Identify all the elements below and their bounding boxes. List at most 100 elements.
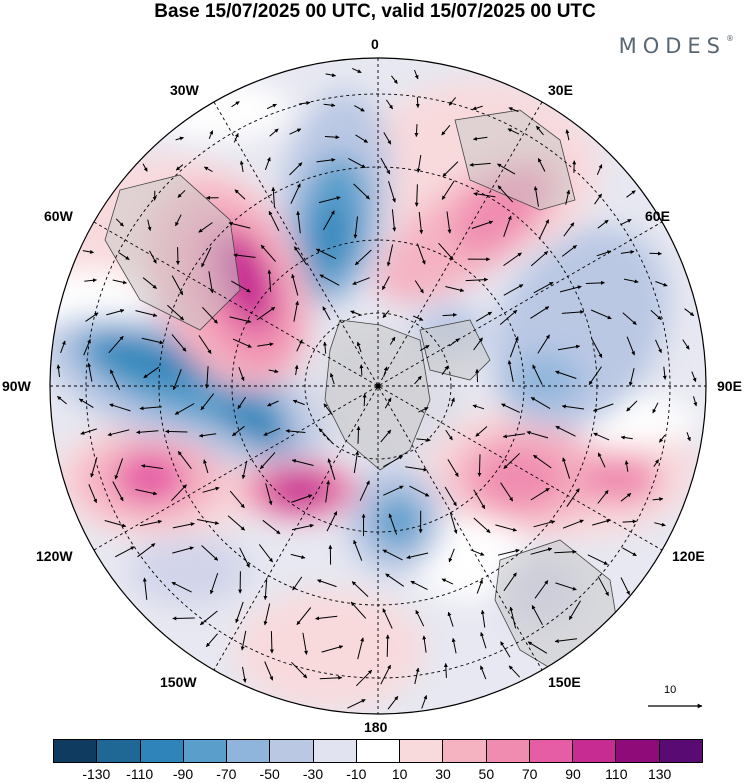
wind-vector	[268, 369, 279, 374]
wind-vector	[142, 163, 148, 172]
lon-label-120e: 120E	[672, 548, 705, 564]
wind-vector	[294, 364, 299, 376]
wind-vector	[559, 285, 582, 293]
wind-vector	[590, 309, 612, 320]
wind-vector	[588, 366, 602, 386]
wind-vector	[471, 220, 494, 229]
wind-vector	[267, 400, 279, 407]
wind-vector	[172, 369, 182, 391]
wind-vector	[202, 306, 218, 324]
wind-vector	[410, 580, 428, 591]
wind-vector	[684, 308, 695, 317]
wind-vector	[530, 251, 549, 267]
colorbar-tick-label: 70	[521, 766, 538, 782]
colorbar-tick-label: -30	[302, 766, 324, 782]
wind-vector	[499, 309, 518, 325]
wind-vector	[531, 605, 543, 626]
wind-vector	[293, 300, 300, 322]
wind-vector	[257, 342, 274, 347]
wind-vector	[624, 460, 629, 472]
wind-vector	[266, 103, 277, 110]
wind-vector	[82, 249, 94, 254]
wind-vector	[385, 634, 390, 657]
wind-vector	[563, 222, 575, 237]
wind-vector	[290, 553, 306, 559]
wind-vector	[554, 549, 577, 554]
wind-vector	[325, 480, 331, 503]
wind-vector	[622, 519, 637, 524]
wind-vector	[198, 335, 212, 354]
wind-vector	[264, 157, 271, 170]
wind-vector	[323, 103, 336, 108]
wind-vector	[143, 366, 160, 379]
colorbar-tick-label: 50	[478, 766, 495, 782]
wind-vector	[355, 669, 373, 687]
wind-vector	[327, 458, 336, 480]
wind-vector	[263, 427, 281, 436]
wind-vector	[473, 191, 496, 198]
wind-vector	[509, 606, 517, 629]
wind-vector	[56, 364, 61, 378]
wind-vector	[620, 250, 635, 254]
wind-vector	[85, 312, 99, 322]
colorbar-tick-label: 90	[565, 766, 581, 782]
wind-vector	[593, 432, 610, 441]
wind-vector	[350, 601, 367, 619]
wind-vector	[351, 581, 369, 597]
wind-vector	[84, 278, 97, 283]
wind-vector	[262, 519, 281, 535]
wind-vector	[565, 129, 570, 141]
wind-vector	[508, 665, 521, 678]
wind-vector	[291, 273, 299, 296]
wind-vector	[110, 369, 121, 391]
wind-vector	[626, 336, 635, 356]
wind-vector	[139, 519, 162, 527]
colorbar-bin	[400, 740, 444, 762]
wind-vector	[555, 370, 577, 379]
wind-vector	[174, 403, 195, 415]
wind-vector	[269, 128, 279, 137]
wind-vector	[596, 164, 603, 176]
wind-vector	[623, 278, 639, 284]
wind-vector	[446, 211, 452, 234]
wind-vector	[622, 312, 637, 325]
wind-vector	[422, 635, 427, 653]
wind-vector	[239, 160, 244, 172]
wind-vector	[415, 97, 420, 108]
wind-vector	[347, 699, 366, 709]
wind-vector	[473, 489, 486, 510]
wind-vector	[296, 210, 301, 234]
wind-vector	[232, 425, 245, 437]
wind-vector	[353, 183, 370, 200]
wind-vector	[389, 336, 396, 345]
wind-vector	[265, 483, 273, 506]
modes-logo: MODES®	[618, 34, 734, 58]
wind-vector	[357, 637, 365, 660]
wind-vector	[596, 250, 612, 257]
colorbar-bin	[270, 740, 314, 762]
wind-vector	[175, 164, 184, 171]
wind-vector	[533, 186, 539, 207]
colorbar-tick-label: -70	[216, 766, 237, 782]
wind-vector	[135, 310, 158, 317]
wind-vector	[209, 572, 219, 595]
wind-vector	[171, 334, 187, 352]
wind-vector	[285, 429, 306, 434]
wind-vector	[172, 522, 195, 529]
wind-vector	[416, 155, 422, 173]
wind-vector	[198, 433, 217, 438]
colorbar-tick-label: -130	[82, 766, 111, 782]
colorbar-bin	[616, 740, 660, 762]
wind-vector	[530, 487, 550, 501]
lon-label-120w: 120W	[36, 548, 73, 564]
land-masses	[104, 109, 621, 681]
wind-vector	[507, 360, 514, 382]
wind-vector	[447, 459, 459, 477]
wind-vector	[356, 341, 362, 353]
wind-vector	[289, 128, 302, 135]
wind-vector	[441, 365, 449, 375]
wind-vector	[177, 189, 186, 198]
wind-vector	[87, 362, 93, 382]
wind-vector	[78, 398, 94, 409]
wind-vector	[242, 666, 247, 683]
